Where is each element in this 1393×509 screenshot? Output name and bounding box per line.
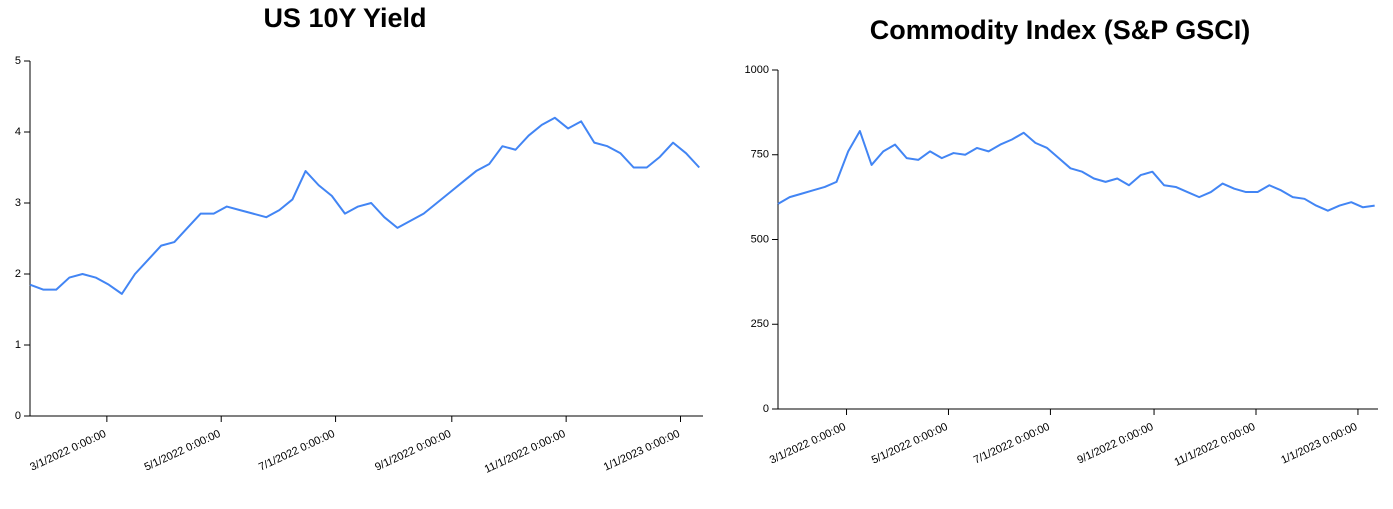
x-tick-label: 3/1/2022 0:00:00 — [768, 421, 848, 467]
y-tick-label: 3 — [15, 197, 21, 209]
y-tick-label: 0 — [763, 403, 769, 415]
x-tick-label: 7/1/2022 0:00:00 — [972, 421, 1052, 467]
y-tick-label: 1000 — [745, 64, 769, 76]
x-tick-label: 3/1/2022 0:00:00 — [28, 428, 108, 474]
y-tick-label: 0 — [15, 410, 21, 422]
y-tick-label: 5 — [15, 55, 21, 67]
data-line — [777, 130, 1375, 212]
y-tick-label: 4 — [15, 126, 21, 138]
x-tick-label: 11/1/2022 0:00:00 — [1173, 421, 1258, 469]
x-tick-label: 11/1/2022 0:00:00 — [483, 428, 568, 476]
y-tick-label: 2 — [15, 268, 21, 280]
y-tick-label: 500 — [751, 233, 769, 245]
x-tick-label: 1/1/2023 0:00:00 — [602, 428, 682, 474]
x-tick-label: 9/1/2022 0:00:00 — [1075, 421, 1155, 467]
x-tick-label: 9/1/2022 0:00:00 — [373, 428, 453, 474]
x-tick-label: 7/1/2022 0:00:00 — [257, 428, 337, 474]
x-tick-label: 1/1/2023 0:00:00 — [1279, 421, 1359, 467]
x-tick-label: 5/1/2022 0:00:00 — [143, 428, 223, 474]
chart-title: US 10Y Yield — [263, 3, 426, 33]
chart-title: Commodity Index (S&P GSCI) — [870, 15, 1251, 45]
y-tick-label: 250 — [751, 318, 769, 330]
x-tick-label: 5/1/2022 0:00:00 — [870, 421, 950, 467]
y-tick-label: 1 — [15, 339, 21, 351]
y-tick-label: 750 — [751, 149, 769, 161]
data-line — [29, 116, 700, 295]
